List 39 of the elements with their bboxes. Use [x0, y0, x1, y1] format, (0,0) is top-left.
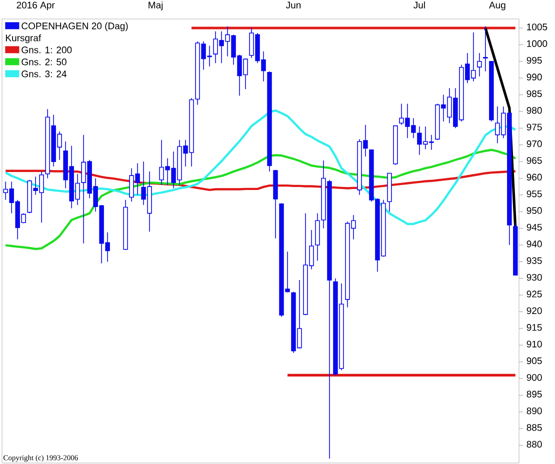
y-tick-label: 955 [526, 190, 542, 198]
y-tick-label: 990 [526, 74, 542, 80]
legend-label: Gns. 3: 24 [22, 70, 66, 78]
y-tick-label: 905 [526, 357, 542, 364]
y-tick-label: 895 [526, 390, 542, 398]
y-tick-label: 925 [526, 290, 542, 298]
y-tick-label: 980 [526, 107, 542, 114]
x-tick-label: Maj [148, 1, 163, 10]
y-tick-label: 1000 [527, 40, 548, 47]
y-tick-label: 900 [526, 374, 542, 381]
y-tick-label: 985 [526, 90, 542, 98]
legend-label: Gns. 1: 200 [22, 46, 72, 54]
y-tick-label: 950 [526, 207, 542, 214]
y-tick-label: 880 [526, 440, 542, 448]
x-tick-label: Jul [414, 1, 425, 8]
y-tick-label: 940 [526, 240, 542, 248]
y-tick-label: 975 [526, 124, 542, 130]
candlestick [477, 52, 482, 77]
legend-title: Kursgraf [6, 34, 42, 44]
y-tick-label: 965 [526, 157, 542, 164]
y-tick-label: 1005 [527, 24, 548, 30]
y-tick-label: 945 [526, 224, 542, 231]
y-tick-label: 915 [526, 324, 542, 331]
x-tick-label: Aug [488, 2, 506, 10]
y-tick-label: 960 [526, 174, 542, 181]
y-tick-label: 890 [526, 407, 542, 414]
y-tick-label: 935 [526, 257, 542, 264]
y-tick-label: 910 [526, 340, 542, 348]
y-tick-label: 920 [526, 307, 542, 314]
legend-label: COPENHAGEN 20 (Dag) [22, 22, 128, 32]
y-tick-label: 970 [526, 140, 542, 148]
y-tick-label: 930 [526, 274, 542, 281]
x-tick-label: Jun [286, 2, 301, 8]
y-tick-label: 995 [526, 56, 542, 64]
y-tick-label: 885 [526, 424, 542, 431]
candlestick [483, 26, 488, 72]
legend-label: Gns. 2: 50 [22, 58, 66, 66]
x-tick-label: 2016 Apr [16, 2, 55, 10]
line-series [4, 148, 517, 250]
